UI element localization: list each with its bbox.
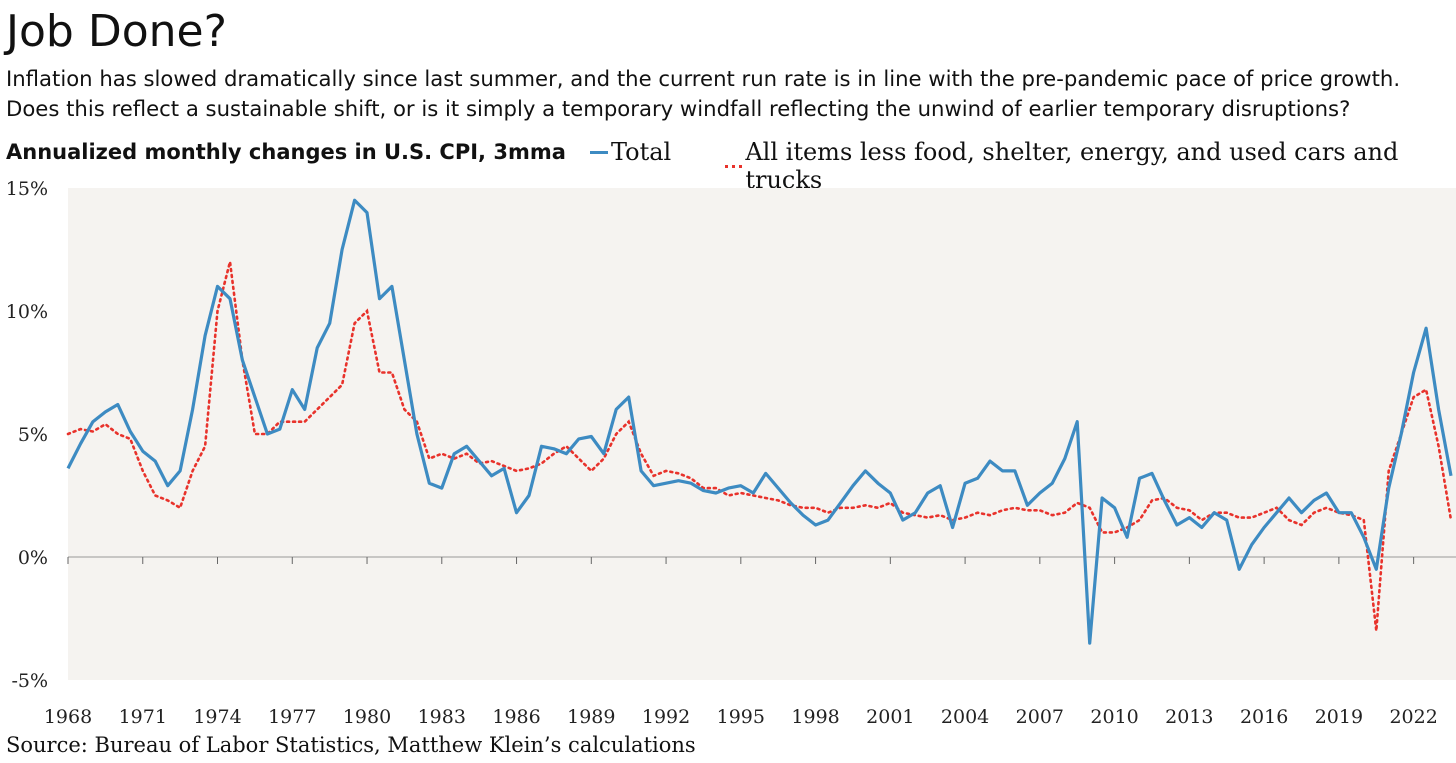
x-tick-label: 1983 <box>418 706 466 728</box>
page-title: Job Done? <box>6 6 227 57</box>
x-tick-label: 1971 <box>119 706 167 728</box>
x-tick-label: 2019 <box>1315 706 1363 728</box>
page-subtitle: Inflation has slowed dramatically since … <box>6 66 1401 121</box>
x-tick-label: 1989 <box>567 706 615 728</box>
series-line-core <box>66 261 1453 631</box>
legend-swatch-total <box>590 150 608 154</box>
source-note: Source: Bureau of Labor Statistics, Matt… <box>6 733 696 757</box>
y-tick-label: -5% <box>11 670 48 692</box>
x-tick-label: 2022 <box>1389 706 1437 728</box>
legend-swatch-core <box>725 164 743 168</box>
x-tick-label: 2013 <box>1165 706 1213 728</box>
chart-title: Annualized monthly changes in U.S. CPI, … <box>6 140 566 164</box>
plot-area <box>68 188 1456 680</box>
x-tick-label: 1974 <box>193 706 241 728</box>
x-tick-label: 2010 <box>1090 706 1138 728</box>
x-tick-label: 1995 <box>717 706 765 728</box>
x-tick-label: 1992 <box>642 706 690 728</box>
legend-label-total: Total <box>611 138 672 166</box>
x-tick-label: 1980 <box>343 706 391 728</box>
x-tick-label: 2007 <box>1016 706 1064 728</box>
chart-svg: -5% 0% 5% 10% 15% 1968 1971 1974 1977 1980 1983 198… <box>6 180 1456 728</box>
x-tick-label: 1968 <box>44 706 92 728</box>
x-tick-label: 2016 <box>1240 706 1288 728</box>
x-tick-label: 2001 <box>866 706 914 728</box>
y-tick-label: 10% <box>6 301 48 323</box>
x-tick-label: 1977 <box>268 706 316 728</box>
legend-item-total: Total <box>590 138 671 166</box>
x-tick-label: 1986 <box>492 706 540 728</box>
series-line-total <box>66 198 1453 645</box>
y-tick-label: 5% <box>18 424 48 446</box>
x-tick-label: 1998 <box>791 706 839 728</box>
x-tick-label: 2004 <box>941 706 989 728</box>
y-tick-label: 0% <box>18 547 48 569</box>
y-tick-label: 15% <box>6 180 48 200</box>
